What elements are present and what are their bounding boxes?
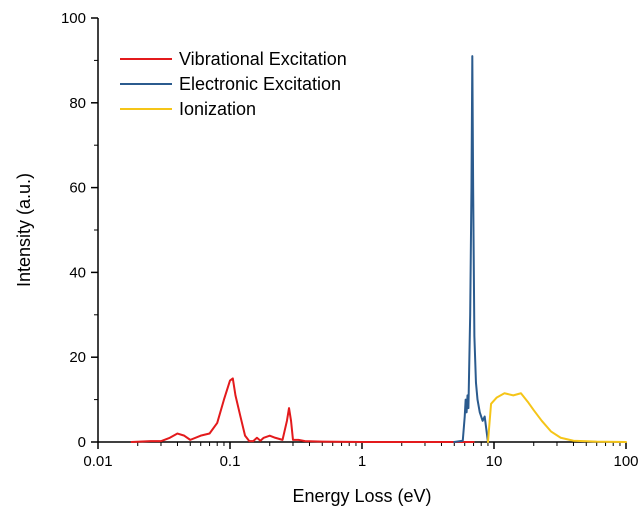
x-tick-label: 0.1 xyxy=(220,453,241,470)
y-tick-label: 20 xyxy=(69,349,86,366)
x-tick-label: 100 xyxy=(613,453,638,470)
legend: Vibrational Excitation Electronic Excitat… xyxy=(120,49,347,119)
x-tick-label: 10 xyxy=(486,453,503,470)
legend-label: Vibrational Excitation xyxy=(179,49,347,69)
y-ticks: 0 20 40 60 80 100 xyxy=(61,10,98,451)
plot-area xyxy=(97,18,626,443)
x-ticks: 0.01 0.1 1 10 100 xyxy=(83,442,639,470)
series-layer xyxy=(130,55,627,443)
y-tick-label: 100 xyxy=(61,10,86,27)
y-tick-label: 40 xyxy=(69,264,86,281)
series-line-1 xyxy=(130,377,475,443)
legend-label: Electronic Excitation xyxy=(179,74,341,94)
legend-label: Ionization xyxy=(179,99,256,119)
series-line-2 xyxy=(453,55,489,443)
y-tick-label: 80 xyxy=(69,95,86,112)
x-tick-label: 1 xyxy=(358,453,366,470)
y-tick-label: 0 xyxy=(78,434,86,451)
series-line-3 xyxy=(486,392,627,443)
y-axis-title: Intensity (a.u.) xyxy=(14,173,34,287)
y-tick-label: 60 xyxy=(69,180,86,197)
x-tick-label: 0.01 xyxy=(83,453,112,470)
x-axis-title: Energy Loss (eV) xyxy=(292,486,431,506)
